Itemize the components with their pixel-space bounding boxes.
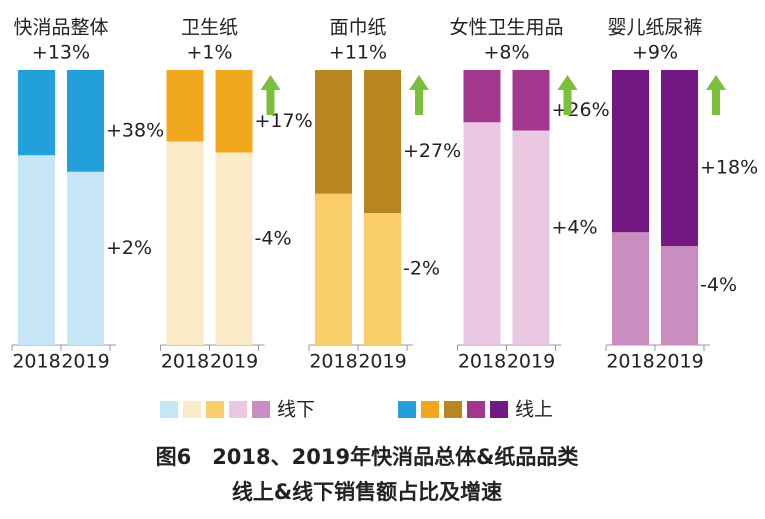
group-growth: +13% — [32, 42, 90, 64]
bar-online — [512, 70, 550, 131]
x-tick-label: 2019 — [210, 351, 258, 373]
bar-online — [661, 70, 698, 246]
bar-online — [612, 70, 649, 233]
legend-swatch — [229, 401, 247, 418]
growth-arrow — [706, 75, 726, 115]
growth-arrow — [409, 75, 429, 115]
legend-label: 线下 — [277, 399, 315, 421]
x-tick-label: 2018 — [161, 351, 209, 373]
bar-online — [166, 70, 204, 142]
offline-growth: -4% — [255, 227, 292, 249]
x-tick-label: 2019 — [655, 351, 703, 373]
online-growth: +38% — [106, 119, 164, 141]
group-growth: +8% — [483, 42, 529, 64]
x-tick-label: 2019 — [358, 351, 406, 373]
bar-offline — [67, 171, 104, 345]
group-title: 面巾纸 — [329, 17, 386, 39]
legend-label: 线上 — [515, 399, 553, 421]
bar-online — [364, 70, 401, 213]
legend-swatch — [206, 401, 224, 418]
bar-offline — [661, 246, 698, 345]
online-growth: +27% — [403, 140, 461, 162]
bar-offline — [463, 122, 501, 345]
bar-offline — [315, 193, 352, 345]
bar-offline — [364, 213, 401, 345]
bar-online — [67, 70, 104, 172]
legend-swatch — [444, 401, 462, 418]
offline-growth: +4% — [552, 216, 598, 238]
online-growth: +26% — [552, 99, 610, 121]
offline-growth: +2% — [106, 237, 152, 259]
bar-offline — [18, 155, 55, 345]
offline-growth: -2% — [403, 258, 440, 280]
bar-offline — [512, 130, 550, 345]
group-growth: +11% — [329, 42, 387, 64]
bar-offline — [215, 152, 253, 345]
group-title: 快消品整体 — [13, 17, 108, 39]
x-tick-label: 2019 — [61, 351, 109, 373]
bar-offline — [612, 232, 649, 345]
legend-swatch — [183, 401, 201, 418]
legend-swatch — [398, 401, 416, 418]
bar-online — [463, 70, 501, 123]
x-tick-label: 2019 — [507, 351, 555, 373]
group-growth: +1% — [186, 42, 232, 64]
bar-online — [18, 70, 55, 156]
x-tick-label: 2018 — [606, 351, 654, 373]
legend-swatch — [160, 401, 178, 418]
group-growth: +9% — [632, 42, 678, 64]
offline-growth: -4% — [700, 274, 737, 296]
legend-swatch — [467, 401, 485, 418]
x-tick-label: 2018 — [458, 351, 506, 373]
bar-online — [315, 70, 352, 194]
bar-offline — [166, 141, 204, 345]
x-tick-label: 2018 — [12, 351, 60, 373]
caption: 线上&线下销售额占比及增速 — [232, 480, 502, 504]
online-growth: +18% — [700, 157, 758, 179]
x-tick-label: 2018 — [309, 351, 357, 373]
legend-swatch — [252, 401, 270, 418]
growth-arrow — [557, 75, 578, 115]
legend-swatch — [490, 401, 508, 418]
growth-arrow — [260, 75, 281, 115]
online-growth: +17% — [255, 110, 313, 132]
group-title: 婴儿纸尿裤 — [607, 17, 702, 39]
legend-swatch — [421, 401, 439, 418]
bar-online — [215, 70, 253, 153]
group-title: 女性卫生用品 — [449, 17, 563, 39]
group-title: 卫生纸 — [181, 17, 238, 39]
caption: 图6 2018、2019年快消品总体&纸品品类 — [156, 445, 580, 469]
